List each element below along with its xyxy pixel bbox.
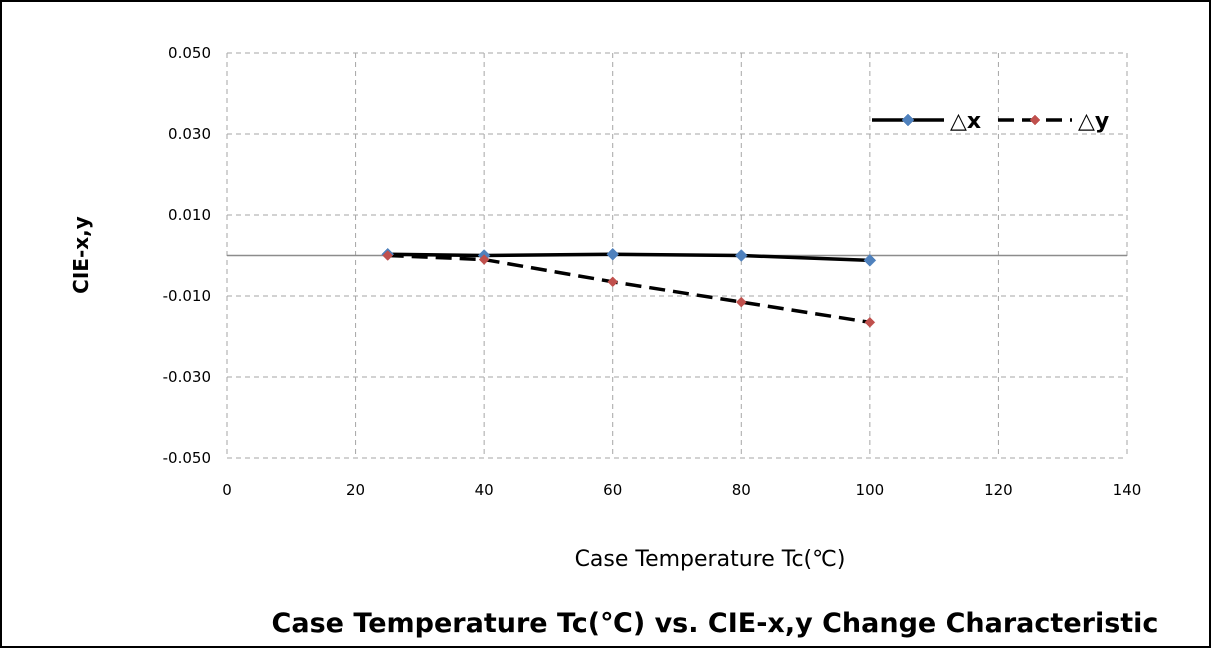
x-tick-label: 0: [222, 481, 232, 499]
x-axis-ticks: 0 20 40 60 80 100 120 140: [222, 481, 1141, 499]
x-tick-label: 40: [475, 481, 494, 499]
x-tick-label: 80: [732, 481, 751, 499]
data-point-series-2: [478, 254, 490, 265]
legend-marker-2: [1029, 114, 1041, 126]
legend-marker-1: [901, 113, 915, 127]
y-tick-label: 0.010: [168, 206, 211, 224]
legend-label-2: △y: [1078, 109, 1109, 134]
x-axis-title: Case Temperature Tc(℃): [575, 547, 846, 572]
x-tick-label: 20: [346, 481, 365, 499]
data-point-series-1: [734, 249, 748, 262]
x-tick-label: 100: [856, 481, 885, 499]
data-point-series-1: [606, 247, 620, 261]
y-axis-ticks: 0.050 0.030 0.010 -0.010 -0.030 -0.050: [163, 44, 211, 467]
legend-label-1: △x: [950, 109, 981, 134]
data-point-series-2: [382, 250, 394, 261]
y-axis-title: CIE-x,y: [69, 216, 93, 294]
x-tick-label: 120: [984, 481, 1013, 499]
data-point-series-2: [735, 296, 747, 308]
legend: △x △y: [872, 109, 1109, 134]
x-tick-label: 60: [603, 481, 622, 499]
y-tick-label: 0.030: [168, 125, 211, 143]
data-point-series-2: [864, 316, 876, 328]
y-tick-label: -0.050: [163, 449, 211, 467]
y-tick-label: -0.030: [163, 368, 211, 386]
data-point-series-1: [863, 254, 877, 267]
series-markers: [381, 247, 877, 328]
y-tick-label: -0.010: [163, 287, 211, 305]
x-tick-label: 140: [1113, 481, 1142, 499]
chart-title: Case Temperature Tc(℃) vs. CIE-x,y Chang…: [272, 608, 1159, 639]
y-tick-label: 0.050: [168, 44, 211, 62]
data-point-series-2: [607, 276, 619, 288]
